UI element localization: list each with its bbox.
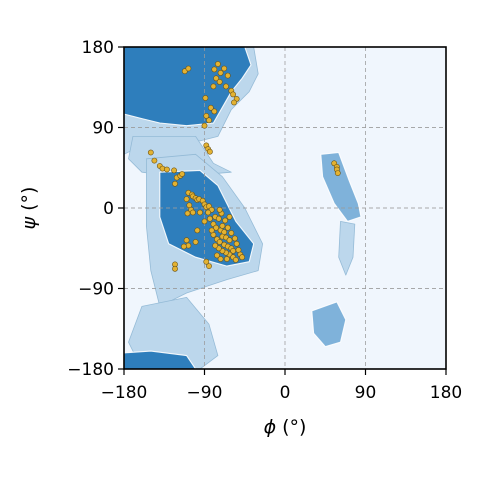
y-axis-ticks: −180 −90 0 90 180 [67,38,124,380]
y-tick-label: −180 [67,360,114,380]
data-point [197,209,203,216]
data-point [203,113,210,119]
data-point [216,239,223,245]
data-point [211,108,218,115]
data-point [228,230,235,236]
density-region-left-alpha [320,151,362,222]
x-axis-label: ϕ (°) [264,416,307,438]
x-tick-label: −90 [187,383,223,403]
data-point [334,170,341,176]
data-point [232,256,239,263]
data-point [202,95,209,101]
data-point [219,222,226,229]
data-point [172,265,178,272]
data-point [201,122,208,129]
data-point [183,237,190,244]
density-region-beta-sheet [124,47,252,127]
data-point [179,171,185,177]
x-tick-label: 180 [430,383,462,403]
data-point [183,196,190,202]
y-axis-label-unit: (°) [18,187,40,211]
data-point [206,215,213,222]
x-axis-ticks: −180 −90 0 90 180 [101,369,462,403]
data-point [213,224,219,231]
data-point [185,65,192,72]
data-point [216,79,223,85]
data-point [206,117,212,124]
data-point [222,217,228,224]
data-point [201,218,208,225]
y-axis-label: ψ (°) [18,187,40,230]
data-point [180,243,187,250]
x-axis-label-symbol: ϕ [264,416,277,438]
data-point [212,242,219,249]
x-tick-label: −180 [101,383,148,403]
data-point [213,75,219,82]
data-point [230,91,236,98]
data-point [147,149,154,156]
data-point [221,65,228,72]
data-point [151,157,158,164]
data-point [171,167,177,174]
y-axis-label-symbol: ψ [18,216,40,229]
density-region-bottom-left-strip [124,350,197,369]
data-point [217,70,224,76]
data-point [233,240,240,247]
data-point [226,213,233,220]
data-point [210,83,217,90]
x-tick-label: 0 [280,383,291,403]
data-point [214,252,220,259]
data-point [216,206,223,213]
data-point [184,210,191,217]
data-point [224,224,231,231]
data-point [189,209,196,216]
y-tick-label: 180 [82,38,114,58]
data-point [211,66,218,73]
data-point [205,209,211,216]
data-point [163,166,170,173]
data-point [231,99,237,106]
data-point [214,61,221,67]
data-point [208,227,215,234]
data-point [172,180,178,187]
data-point [192,239,199,245]
data-point [223,83,229,90]
y-tick-label: −90 [78,280,114,300]
density-region-left-alpha-tail [338,220,356,276]
data-point [231,235,238,242]
x-axis-label-unit: (°) [282,416,306,438]
data-point [230,247,236,254]
data-point [206,263,212,269]
x-tick-label: 90 [355,383,377,403]
data-point [217,256,224,262]
data-point [223,256,230,262]
data-point [224,72,231,79]
y-tick-label: 0 [103,199,114,219]
y-tick-label: 90 [92,119,114,139]
data-point [207,104,214,111]
data-point [194,227,201,234]
density-region-lower-island [311,301,347,348]
data-point [203,258,210,265]
data-point [226,237,233,244]
points-layer [147,61,341,272]
data-point [215,215,222,222]
data-point [206,148,213,155]
data-point [239,254,245,261]
